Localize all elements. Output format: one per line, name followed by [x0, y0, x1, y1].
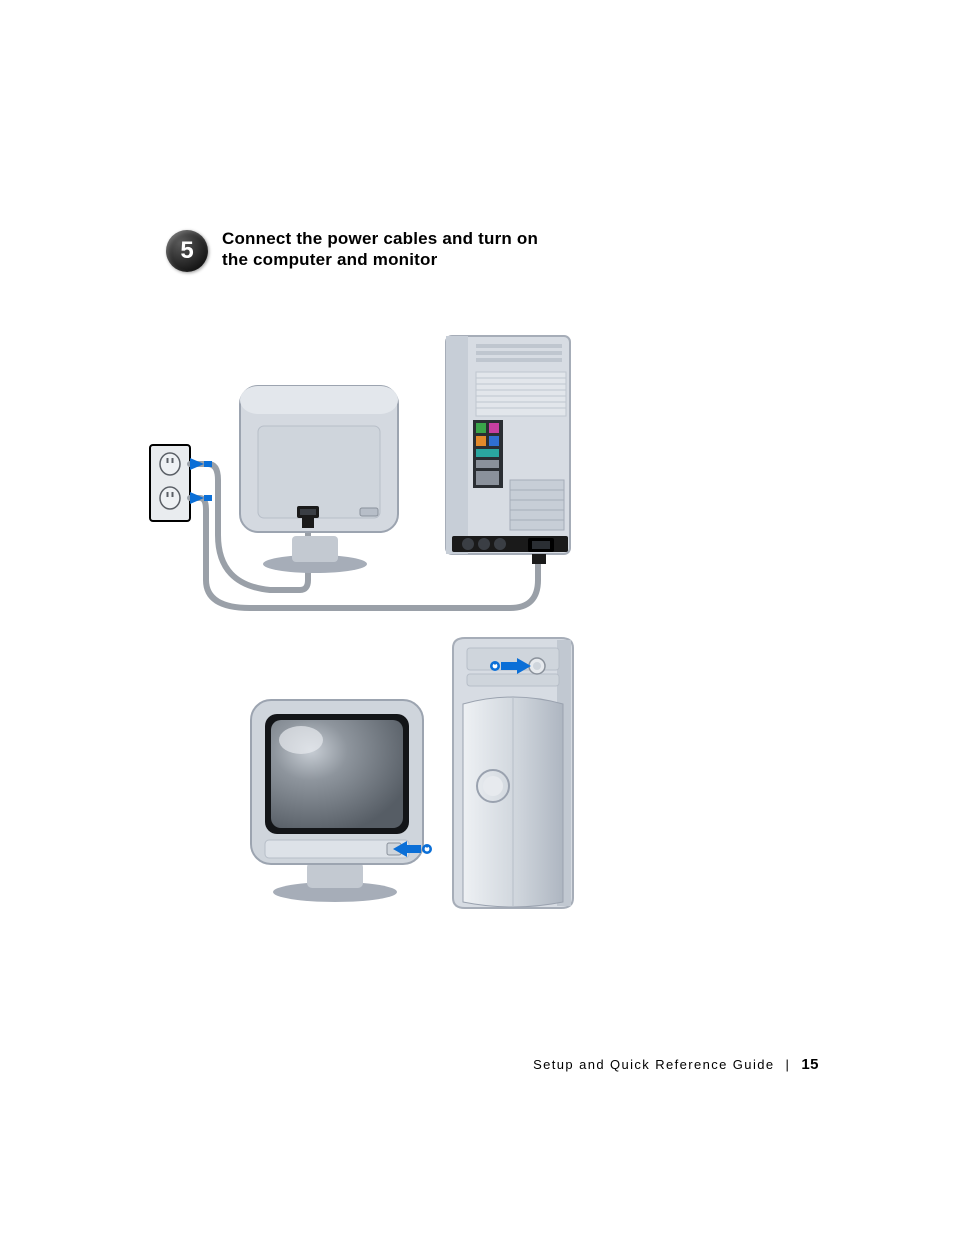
tower-power-plug — [532, 554, 546, 564]
footer-page-number: 15 — [801, 1056, 819, 1073]
outlet-arrow-top — [190, 458, 212, 470]
computer-tower-front — [453, 638, 573, 908]
figure-front-power-buttons — [235, 630, 580, 915]
computer-tower-rear — [446, 336, 570, 554]
figure-rear-power-connection — [140, 330, 580, 620]
footer-separator: | — [786, 1057, 791, 1072]
crt-monitor-rear — [240, 386, 398, 573]
crt-monitor-front — [251, 700, 423, 902]
outlet-arrow-bottom — [190, 492, 212, 504]
page-footer: Setup and Quick Reference Guide | 15 — [533, 1056, 819, 1073]
page: 5 Connect the power cables and turn on t… — [0, 0, 954, 1235]
wall-outlet — [150, 445, 190, 521]
step-number-badge: 5 — [166, 230, 208, 272]
monitor-power-plug — [302, 518, 314, 528]
footer-guide-title: Setup and Quick Reference Guide — [533, 1057, 774, 1072]
step-title: Connect the power cables and turn on the… — [222, 228, 562, 271]
